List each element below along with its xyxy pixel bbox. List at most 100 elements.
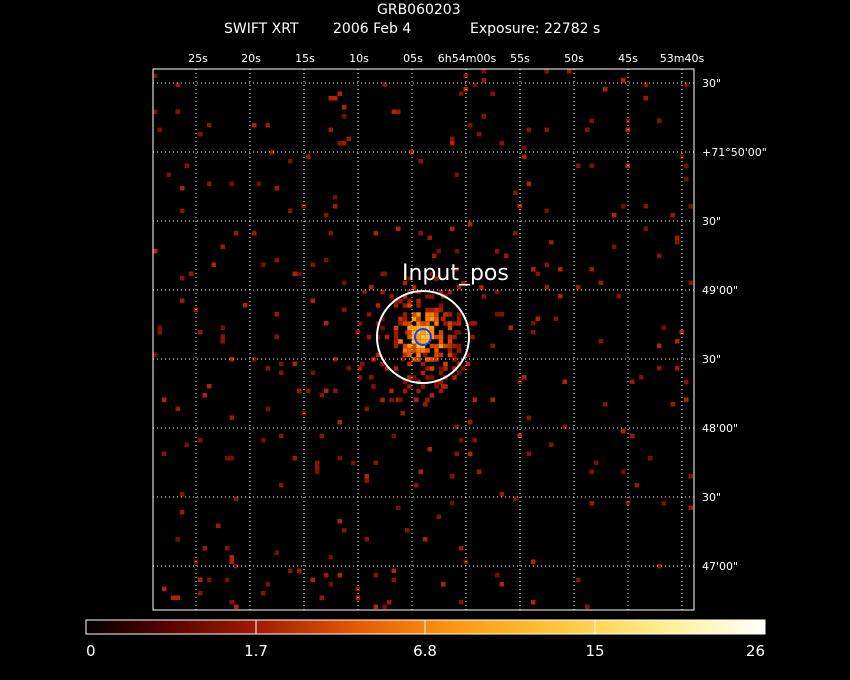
count-pixel xyxy=(328,555,333,560)
count-pixel xyxy=(328,231,333,236)
count-pixel xyxy=(202,393,207,398)
count-pixel xyxy=(411,312,417,317)
count-pixel xyxy=(175,537,180,542)
count-pixel xyxy=(425,366,430,371)
count-pixel xyxy=(679,330,684,335)
ra-tick-labels: 25s 20s 15s 10s 05s 6h54m00s 55s 50s 45s 53m40s xyxy=(188,52,704,65)
count-pixel xyxy=(452,375,457,380)
count-pixel xyxy=(297,568,302,573)
count-pixel xyxy=(576,577,581,582)
count-pixel xyxy=(333,204,338,209)
count-pixel xyxy=(180,186,185,191)
count-pixel xyxy=(452,357,457,362)
count-pixel xyxy=(310,298,315,303)
count-pixel xyxy=(456,285,462,290)
count-pixel xyxy=(261,591,266,596)
count-pixel xyxy=(616,294,621,299)
count-pixel xyxy=(531,330,536,335)
count-pixel xyxy=(481,114,486,119)
count-pixel xyxy=(688,474,693,479)
count-pixel xyxy=(429,307,435,313)
count-pixel xyxy=(443,366,448,371)
count-pixel xyxy=(420,339,426,344)
count-pixel xyxy=(337,456,342,461)
source-region-circle xyxy=(376,290,470,384)
count-pixel xyxy=(189,271,194,276)
count-pixel xyxy=(207,181,212,186)
count-pixel xyxy=(429,393,435,398)
count-pixel xyxy=(297,271,302,276)
count-pixel xyxy=(180,276,185,281)
count-pixel xyxy=(184,163,189,168)
count-pixel xyxy=(452,321,457,326)
count-pixel xyxy=(598,339,603,344)
count-pixel xyxy=(643,226,648,231)
count-pixel xyxy=(429,357,435,362)
count-pixel xyxy=(157,330,162,335)
count-pixel xyxy=(319,433,324,438)
input-position-marker xyxy=(414,328,432,346)
count-pixel xyxy=(425,348,430,353)
count-pixel xyxy=(447,289,453,295)
count-pixel xyxy=(477,132,482,137)
count-pixel xyxy=(499,312,504,317)
count-pixel xyxy=(432,253,437,258)
count-pixel xyxy=(411,343,417,349)
count-pixel xyxy=(175,109,180,114)
ra-tick-label: 53m40s xyxy=(660,52,705,65)
count-pixel xyxy=(407,348,412,353)
count-pixel xyxy=(357,375,363,380)
count-pixel xyxy=(310,577,315,582)
count-pixel xyxy=(438,370,444,376)
count-pixel xyxy=(425,325,430,331)
count-pixel xyxy=(558,267,563,272)
count-pixel xyxy=(198,577,203,582)
count-pixel xyxy=(461,366,466,371)
count-pixel xyxy=(621,204,626,209)
count-pixel xyxy=(416,334,421,340)
count-pixel xyxy=(648,456,653,461)
count-pixel xyxy=(333,96,338,101)
count-pixel xyxy=(416,303,421,308)
count-pixel xyxy=(292,271,297,276)
count-pixel xyxy=(688,204,693,209)
count-pixel xyxy=(447,321,453,326)
count-pixel xyxy=(495,289,500,294)
count-pixel xyxy=(315,460,320,465)
count-pixel xyxy=(470,321,475,326)
object-name: GRB060203 xyxy=(377,2,461,18)
count-pixel xyxy=(414,397,419,402)
count-pixel xyxy=(434,384,439,389)
count-pixel xyxy=(407,361,412,367)
count-pixel xyxy=(675,339,680,344)
count-pixel xyxy=(256,181,261,186)
count-pixel xyxy=(522,145,527,150)
ra-tick-label: 15s xyxy=(295,52,315,65)
count-pixel xyxy=(589,118,594,123)
count-pixel xyxy=(468,451,473,456)
count-pixel xyxy=(229,600,234,605)
count-pixel xyxy=(594,460,599,465)
count-pixel xyxy=(396,505,401,510)
count-pixel xyxy=(589,501,594,506)
count-pixel xyxy=(180,510,185,515)
count-pixel xyxy=(425,330,430,335)
count-pixel xyxy=(425,397,430,403)
count-pixel xyxy=(407,384,412,389)
count-pixel xyxy=(380,361,385,367)
count-pixel xyxy=(425,294,430,299)
count-pixel xyxy=(423,352,428,357)
count-pixel xyxy=(407,343,412,349)
count-pixel xyxy=(342,114,347,119)
count-pixel xyxy=(427,235,432,240)
count-pixel xyxy=(234,231,239,236)
count-pixel xyxy=(357,321,363,326)
count-pixel xyxy=(427,447,432,452)
count-pixel xyxy=(157,325,162,330)
count-pixel xyxy=(384,366,390,371)
ra-tick-label: 45s xyxy=(618,52,638,65)
count-pixel xyxy=(364,406,369,411)
count-pixel xyxy=(234,496,239,501)
count-pixel xyxy=(675,240,680,245)
count-pixel xyxy=(171,595,176,600)
